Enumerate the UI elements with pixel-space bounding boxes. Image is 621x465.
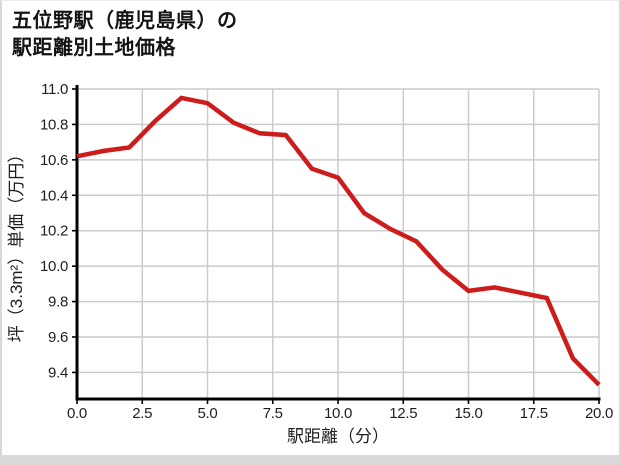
x-tick-label: 17.5 [520, 405, 548, 422]
x-tick-label: 7.5 [263, 405, 283, 422]
chart-title-line1: 五位野駅（鹿児島県）の [12, 10, 238, 32]
y-tick-label: 9.4 [48, 364, 68, 381]
y-tick-label: 10.2 [40, 223, 68, 240]
x-tick-label: 0.0 [67, 405, 87, 422]
y-axis-label: 坪（3.3m²）単価（万円） [7, 146, 26, 342]
y-tick-label: 10.0 [40, 258, 68, 275]
y-tick-label: 10.6 [40, 152, 68, 169]
x-tick-label: 20.0 [585, 405, 613, 422]
window-bottom-edge [2, 455, 619, 465]
x-tick-label: 15.0 [455, 405, 483, 422]
y-tick-label: 11.0 [41, 81, 68, 98]
x-axis-label: 駅距離（分） [287, 427, 389, 446]
axes-layer: 0.0 2.5 5.0 7.5 10.0 12.5 15.0 17.5 20.0 9.4 9.6 9.… [40, 81, 613, 422]
y-tick-label: 10.4 [40, 187, 68, 204]
chart-title-line2: 駅距離別土地価格 [12, 37, 176, 59]
land-price-line [76, 95, 601, 387]
y-tick-label: 10.8 [40, 116, 68, 133]
grid-layer [77, 88, 600, 399]
x-tick-label: 10.0 [324, 405, 352, 422]
y-tick-label: 9.8 [48, 294, 68, 311]
series-layer [76, 95, 601, 387]
chart-title: 五位野駅（鹿児島県）の 駅距離別土地価格 [12, 8, 238, 62]
x-tick-label: 12.5 [389, 405, 417, 422]
x-tick-label: 5.0 [198, 405, 218, 422]
y-tick-label: 9.6 [48, 329, 68, 346]
x-tick-label: 2.5 [132, 405, 152, 422]
